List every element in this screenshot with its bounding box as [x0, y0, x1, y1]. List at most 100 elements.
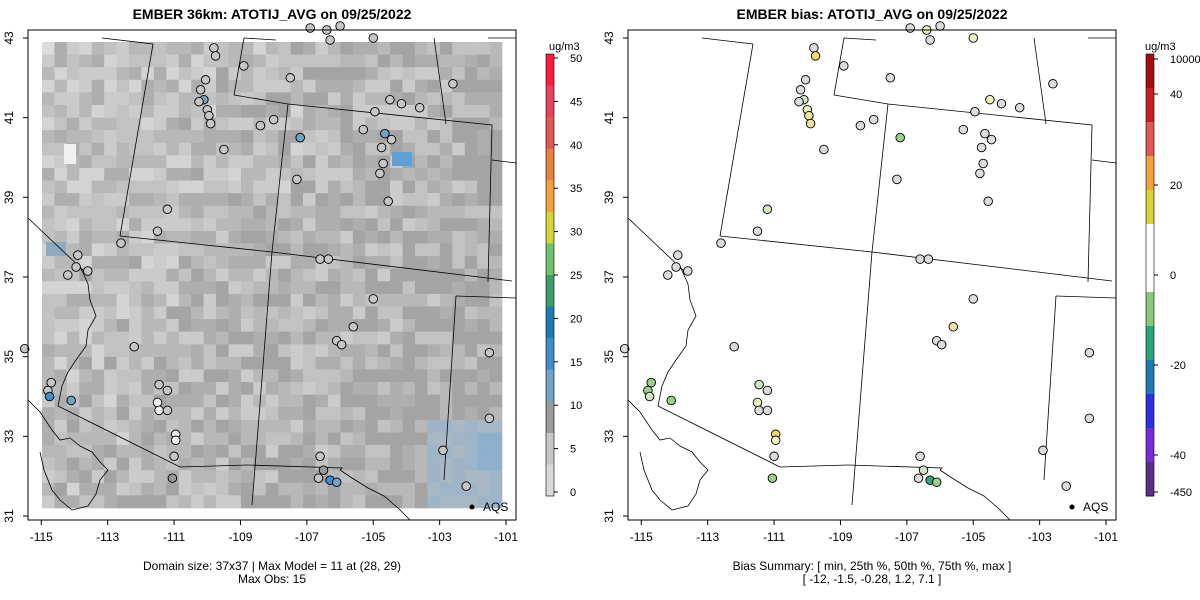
grid-cell [464, 306, 478, 320]
grid-cell [414, 470, 428, 484]
grid-cell [42, 218, 55, 232]
grid-cell [303, 382, 316, 395]
model-concentration-map: -115 -113 -111 -109 -107 -105 -103 -101 4341393… [2, 21, 582, 544]
grid-cell [402, 293, 416, 307]
colorbar-swatch [1146, 258, 1154, 293]
site-marker [461, 481, 471, 491]
site-marker [975, 168, 985, 179]
grid-cell [116, 419, 130, 433]
site-marker [868, 114, 879, 125]
grid-cell [315, 155, 329, 169]
grid-cell [365, 470, 378, 484]
grid-cell [91, 42, 105, 55]
grid-cell [129, 369, 142, 383]
grid-cell [79, 230, 93, 244]
grid-cell [290, 445, 304, 458]
grid-cell [240, 470, 254, 484]
grid-cell [327, 432, 341, 446]
grid-cell [91, 470, 105, 484]
x-tick-label: -103 [1028, 530, 1052, 544]
grid-cell [66, 167, 80, 181]
grid-cell [228, 369, 242, 383]
grid-cell [303, 281, 316, 295]
grid-cell [377, 268, 391, 282]
state-border-line [433, 37, 447, 125]
grid-cell [129, 331, 142, 345]
grid-cell [390, 432, 403, 446]
grid-cell [191, 445, 204, 458]
grid-cell [54, 167, 68, 181]
grid-cell [489, 356, 503, 370]
grid-cell [303, 470, 316, 484]
grid-cell [290, 306, 304, 320]
grid-cell [377, 369, 391, 383]
grid-cell [216, 167, 229, 181]
grid-cell [390, 419, 403, 433]
grid-cell [228, 193, 242, 207]
grid-cell [166, 319, 180, 332]
grid-cell [464, 54, 478, 68]
grid-cell [439, 319, 453, 332]
grid-cell [129, 218, 142, 232]
grid-cell [265, 293, 279, 307]
grid-cell [228, 432, 242, 446]
site-marker [767, 473, 778, 483]
grid-cell [377, 180, 391, 194]
grid-cell [265, 432, 279, 446]
site-marker [925, 35, 935, 45]
grid-cell [91, 54, 105, 68]
site-marker [794, 96, 804, 107]
grid-cell [66, 344, 80, 358]
grid-cell [290, 155, 304, 169]
y-tick-label: 31 [2, 509, 16, 523]
grid-cell [216, 419, 229, 433]
site-marker [754, 405, 764, 416]
grid-cell [42, 79, 55, 93]
grid-cell [278, 457, 291, 471]
grid-cell [327, 92, 341, 106]
grid-cell [377, 306, 391, 320]
grid-cell [427, 230, 441, 244]
grid-cell [290, 117, 304, 131]
grid-cell [191, 167, 204, 181]
grid-cell [253, 407, 267, 421]
grid-cell [54, 92, 68, 106]
grid-cell [104, 67, 117, 81]
grid-cell [265, 92, 279, 106]
grid-cell [42, 256, 55, 269]
grid-cell [91, 155, 105, 169]
site-marker [983, 196, 993, 207]
state-border-line [719, 43, 754, 237]
grid-cell [439, 205, 453, 219]
site-marker [368, 33, 379, 43]
y-tick-label: 35 [2, 350, 16, 364]
grid-cell [178, 419, 192, 433]
grid-cell [191, 331, 204, 345]
site-marker [915, 254, 925, 264]
grid-cell [66, 432, 80, 446]
grid-cell [66, 382, 80, 395]
grid-cell [327, 344, 341, 358]
grid-cell [452, 470, 465, 484]
grid-cell [340, 104, 354, 118]
grid-cell [54, 319, 68, 332]
grid-cell [116, 117, 130, 131]
grid-cell [477, 382, 490, 395]
grid-cell [414, 432, 428, 446]
grid-cell [352, 457, 366, 471]
grid-cell [129, 319, 142, 332]
grid-cell [439, 394, 453, 408]
grid-cell [166, 155, 180, 169]
grid-cell [54, 180, 68, 194]
grid-cell [129, 205, 142, 219]
site-marker [810, 51, 821, 61]
rio-grande-line [939, 469, 1011, 521]
grid-cell [166, 331, 180, 345]
grid-cell [66, 369, 80, 383]
grid-cell [489, 293, 503, 307]
grid-cell [290, 79, 304, 93]
grid-cell [414, 369, 428, 383]
grid-cell [104, 445, 117, 458]
site-marker [619, 343, 630, 354]
grid-cell [278, 293, 291, 307]
